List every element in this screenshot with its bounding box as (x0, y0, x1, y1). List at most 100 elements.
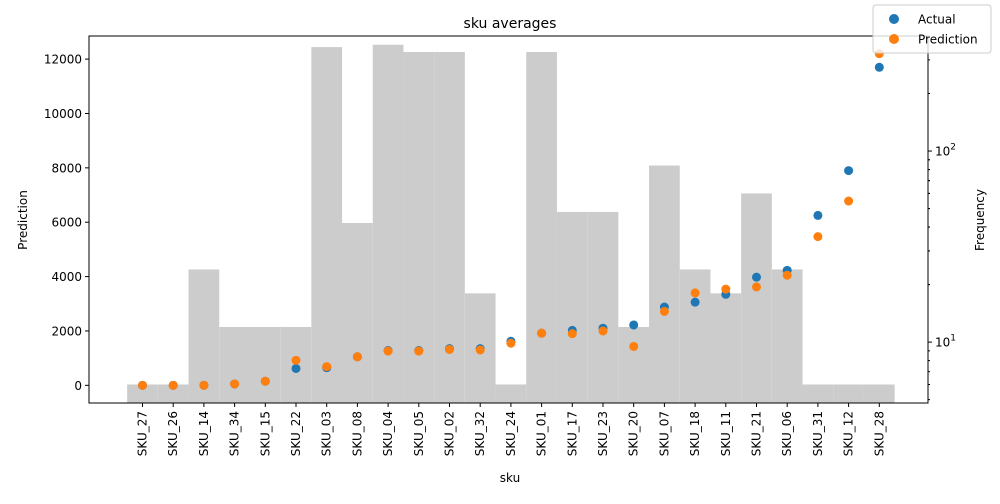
prediction-point-sku_03 (322, 362, 332, 372)
prediction-point-sku_21 (752, 282, 761, 292)
x-tick-label-sku_24: SKU_24 (504, 411, 518, 456)
y2-axis-label: Frequency (973, 189, 987, 251)
actual-point-sku_28 (874, 62, 884, 72)
legend-label-prediction: Prediction (918, 33, 978, 47)
prediction-point-sku_11 (721, 284, 731, 294)
frequency-bar-sku_08 (342, 223, 373, 403)
prediction-point-sku_12 (844, 196, 854, 206)
actual-point-sku_12 (844, 166, 854, 176)
prediction-point-sku_04 (383, 346, 393, 356)
prediction-point-sku_22 (291, 355, 301, 365)
x-tick-label-sku_06: SKU_06 (780, 411, 794, 456)
prediction-point-sku_20 (629, 341, 639, 351)
x-tick-label-sku_18: SKU_18 (688, 411, 702, 456)
frequency-bar-sku_15 (249, 326, 281, 403)
frequency-bar-sku_05 (403, 51, 435, 403)
frequency-bar-sku_31 (802, 384, 834, 403)
x-tick-label-sku_20: SKU_20 (627, 411, 641, 456)
frequency-bar-sku_14 (188, 269, 220, 403)
y2-tick-label-100: 102 (935, 143, 956, 159)
frequency-bar-sku_17 (556, 211, 588, 403)
legend-box (872, 4, 992, 54)
scatter-points (138, 49, 884, 390)
prediction-point-sku_05 (414, 346, 424, 356)
y-tick-label-10000: 10000 (44, 107, 82, 121)
x-tick-label-sku_21: SKU_21 (750, 411, 764, 456)
y-tick-label-6000: 6000 (51, 216, 82, 230)
left-y-axis: 0 2000 4000 6000 8000 10000 12000 (44, 53, 89, 393)
x-tick-label-sku_26: SKU_26 (166, 411, 180, 456)
frequency-bar-sku_04 (372, 44, 404, 404)
right-y-axis: 101 102 (928, 59, 956, 401)
prediction-point-sku_08 (352, 352, 362, 362)
frequency-bars (127, 44, 895, 404)
y-tick-label-12000: 12000 (44, 53, 82, 67)
frequency-bar-sku_34 (219, 326, 250, 403)
x-tick-label-sku_04: SKU_04 (381, 411, 395, 456)
frequency-bar-sku_03 (311, 47, 343, 403)
legend-marker-prediction (889, 34, 899, 44)
actual-point-sku_31 (813, 210, 823, 220)
x-tick-label-sku_03: SKU_03 (320, 411, 334, 456)
y-tick-label-8000: 8000 (51, 161, 82, 175)
x-tick-label-sku_34: SKU_34 (228, 411, 242, 456)
x-tick-label-sku_17: SKU_17 (565, 411, 579, 456)
x-tick-label-sku_22: SKU_22 (289, 411, 303, 456)
x-tick-label-sku_32: SKU_32 (473, 411, 487, 456)
x-tick-label-sku_07: SKU_07 (657, 411, 671, 456)
legend-marker-actual (889, 14, 899, 24)
x-tick-label-sku_01: SKU_01 (535, 411, 549, 456)
prediction-point-sku_24 (506, 338, 516, 348)
x-tick-label-sku_02: SKU_02 (443, 411, 457, 456)
chart-title: sku averages (464, 16, 557, 32)
prediction-point-sku_14 (199, 380, 209, 390)
actual-point-sku_21 (752, 272, 761, 282)
y-tick-label-0: 0 (74, 379, 82, 393)
x-tick-label-sku_08: SKU_08 (350, 411, 364, 456)
x-tick-label-sku_28: SKU_28 (872, 411, 886, 456)
frequency-bar-sku_11 (710, 293, 742, 403)
frequency-bar-sku_21 (741, 193, 772, 403)
prediction-point-sku_34 (230, 379, 240, 389)
frequency-bar-sku_20 (618, 326, 650, 403)
y-tick-label-4000: 4000 (51, 270, 82, 284)
x-tick-label-sku_11: SKU_11 (719, 411, 733, 456)
prediction-point-sku_23 (598, 326, 608, 336)
frequency-bar-sku_27 (127, 384, 158, 403)
prediction-point-sku_18 (690, 288, 700, 298)
prediction-point-sku_07 (659, 306, 669, 316)
frequency-bar-sku_06 (771, 269, 803, 403)
x-tick-label-sku_14: SKU_14 (197, 411, 211, 456)
frequency-bar-sku_12 (833, 384, 864, 403)
legend: Actual Prediction (872, 4, 992, 54)
frequency-bar-sku_24 (495, 384, 527, 403)
prediction-point-sku_32 (475, 345, 485, 355)
prediction-point-sku_15 (260, 376, 270, 386)
frequency-bar-sku_23 (587, 211, 619, 403)
frequency-bar-sku_28 (863, 384, 895, 403)
y-tick-label-2000: 2000 (51, 324, 82, 338)
prediction-point-sku_02 (445, 344, 454, 354)
prediction-point-sku_26 (168, 380, 178, 390)
legend-label-actual: Actual (918, 13, 956, 27)
actual-point-sku_22 (291, 363, 301, 373)
x-axis-label: sku (500, 471, 520, 485)
y2-tick-label-10: 101 (935, 334, 956, 350)
x-tick-label-sku_23: SKU_23 (596, 411, 610, 456)
x-axis: SKU_27 SKU_26 SKU_14 SKU_34 SKU_15 SKU_22 SKU_… (136, 403, 886, 456)
frequency-bar-sku_07 (649, 165, 680, 403)
x-tick-label-sku_05: SKU_05 (412, 411, 426, 456)
prediction-point-sku_01 (537, 328, 547, 338)
x-tick-label-sku_31: SKU_31 (811, 411, 825, 456)
x-tick-label-sku_15: SKU_15 (258, 411, 272, 456)
prediction-point-sku_06 (782, 270, 792, 280)
prediction-point-sku_31 (813, 232, 823, 242)
x-tick-label-sku_12: SKU_12 (842, 411, 856, 456)
actual-point-sku_18 (690, 297, 700, 307)
actual-point-sku_20 (629, 320, 639, 330)
prediction-point-sku_17 (567, 329, 577, 339)
y-axis-label: Prediction (16, 190, 30, 250)
x-tick-label-sku_27: SKU_27 (136, 411, 150, 456)
